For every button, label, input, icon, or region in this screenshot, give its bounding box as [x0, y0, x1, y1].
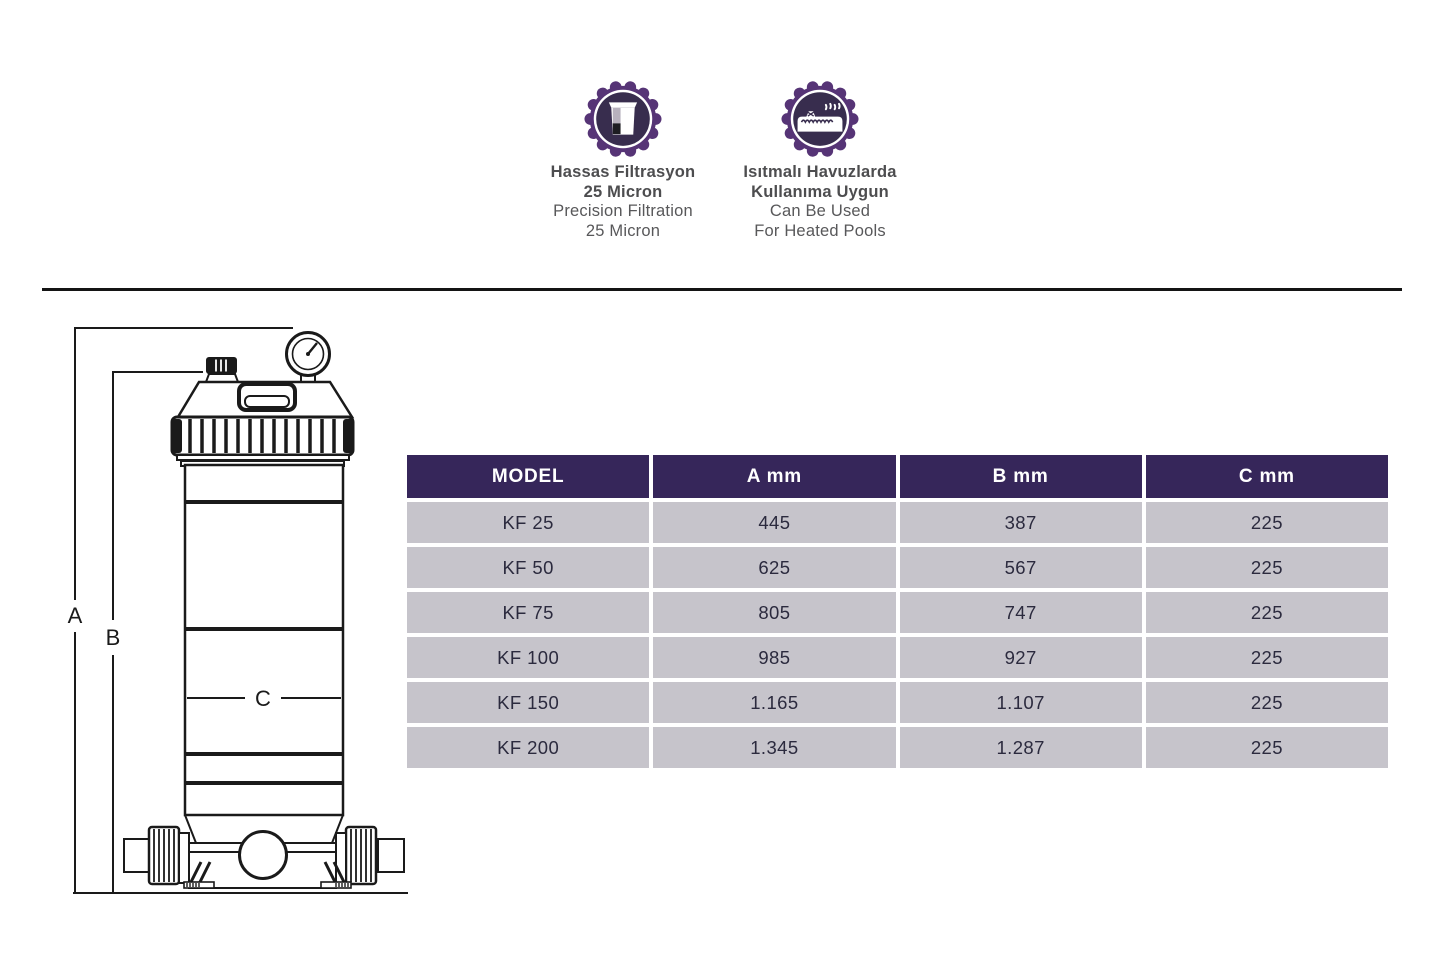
table-cell-b: 387	[899, 502, 1142, 543]
table-cell-c: 225	[1145, 547, 1388, 588]
table-cell-b: 1.287	[899, 727, 1142, 768]
badge-title-line: Kullanıma Uygun	[751, 182, 889, 201]
union-nut-left	[147, 825, 181, 886]
air-release-valve	[204, 357, 240, 383]
table-cell-b: 927	[899, 637, 1142, 678]
column-header-a-mm: A mm	[653, 455, 896, 498]
table-cell-model: KF 75	[407, 592, 650, 633]
column-header-c-mm: C mm	[1145, 455, 1388, 498]
badge-caption: Isıtmalı Havuzlarda Kullanıma Uygun Can …	[743, 163, 896, 241]
badge-title-line: Isıtmalı Havuzlarda	[743, 163, 897, 181]
inlet-outlet-manifold	[123, 814, 405, 889]
badge-subtitle-line: 25 Micron	[585, 221, 661, 240]
table-cell-c: 225	[1145, 592, 1388, 633]
dimension-line-a	[74, 327, 293, 893]
badge-subtitle-line: Precision Filtration	[553, 202, 693, 220]
table-cell-model: KF 25	[407, 502, 650, 543]
lock-ring	[170, 415, 355, 467]
cartridge-glyph	[608, 102, 638, 135]
heated-pool-icon	[781, 81, 859, 157]
dimension-label-a: A	[68, 603, 83, 628]
table-cell-c: 225	[1145, 502, 1388, 543]
mounting-feet	[183, 861, 352, 889]
badge-subtitle-line: For Heated Pools	[754, 221, 886, 240]
table-cell-a: 445	[653, 502, 896, 543]
dimension-line-b	[112, 371, 203, 893]
table-cell-a: 1.165	[653, 682, 896, 723]
pressure-gauge-icon	[285, 331, 331, 385]
badge-subtitle-line: Can Be Used	[769, 202, 871, 220]
badge-caption: Hassas Filtrasyon 25 Micron Precision Fi…	[551, 163, 696, 241]
table-cell-c: 225	[1145, 637, 1388, 678]
badge-precision-filtration: Hassas Filtrasyon 25 Micron Precision Fi…	[508, 80, 738, 241]
filter-technical-drawing: A B	[68, 327, 408, 894]
table-cell-b: 567	[899, 547, 1142, 588]
filter-cartridge-icon	[584, 81, 662, 157]
table-cell-c: 225	[1145, 682, 1388, 723]
heated-pool-glyph	[797, 102, 843, 132]
center-port	[238, 830, 288, 880]
table-cell-model: KF 100	[407, 637, 650, 678]
table-cell-a: 625	[653, 547, 896, 588]
table-cell-model: KF 50	[407, 547, 650, 588]
table-cell-a: 805	[653, 592, 896, 633]
table-cell-model: KF 150	[407, 682, 650, 723]
table-cell-a: 1.345	[653, 727, 896, 768]
dimension-label-b: B	[106, 625, 121, 650]
union-nut-right	[344, 825, 378, 886]
badge-title-line: Hassas Filtrasyon	[550, 163, 696, 181]
section-divider	[42, 288, 1402, 291]
lid-handle	[237, 382, 297, 412]
table-cell-model: KF 200	[407, 727, 650, 768]
dimension-label-c: C	[255, 686, 271, 711]
dimensions-table: MODEL A mm B mm C mm KF 25 445 387 225 K…	[407, 455, 1388, 768]
table-cell-c: 225	[1145, 727, 1388, 768]
column-header-b-mm: B mm	[899, 455, 1142, 498]
table-cell-b: 1.107	[899, 682, 1142, 723]
table-cell-b: 747	[899, 592, 1142, 633]
filter-body	[183, 463, 345, 817]
badge-title-line: 25 Micron	[583, 182, 663, 201]
column-header-model: MODEL	[407, 455, 650, 498]
badge-heated-pools: Isıtmalı Havuzlarda Kullanıma Uygun Can …	[705, 80, 935, 241]
table-cell-a: 985	[653, 637, 896, 678]
